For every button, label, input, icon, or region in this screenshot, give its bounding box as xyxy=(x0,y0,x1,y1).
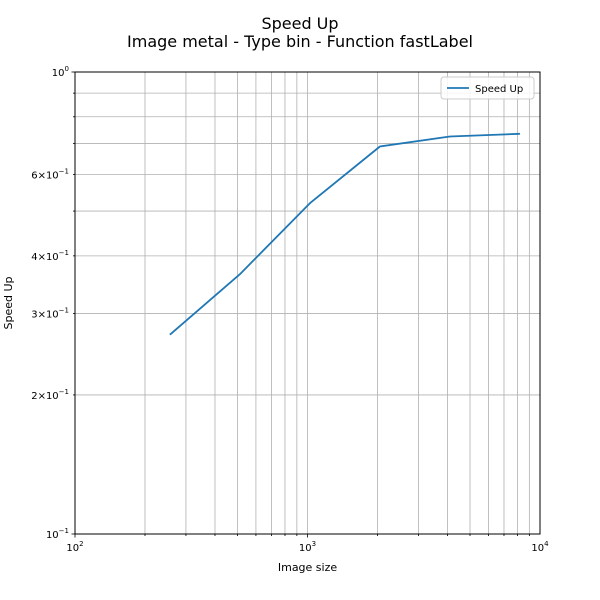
y-tick-label: 3×10−1 xyxy=(31,307,69,321)
y-tick-label: 100 xyxy=(52,65,69,79)
x-tick-label: 104 xyxy=(531,540,549,554)
chart-subtitle: Image metal - Type bin - Function fastLa… xyxy=(127,32,473,51)
y-tick-label: 4×10−1 xyxy=(31,249,69,263)
x-axis-label: Image size xyxy=(278,561,338,574)
legend: Speed Up xyxy=(440,76,535,100)
series-layer xyxy=(169,132,520,336)
y-axis-label: Speed Up xyxy=(2,276,15,329)
y-tick-label: 10−1 xyxy=(46,527,69,541)
x-tick-label: 103 xyxy=(299,540,316,554)
x-tick-label: 102 xyxy=(66,540,83,554)
legend-box xyxy=(440,76,535,100)
series-line xyxy=(169,132,520,336)
legend-label: Speed Up xyxy=(475,84,523,95)
tick-layer: 102 103 104 10−1 2×10−1 3×10−1 4×10−1 6×10−1 100 xyxy=(31,65,549,554)
grid-layer xyxy=(74,72,540,535)
chart-title: Speed Up xyxy=(261,14,339,33)
y-tick-label: 6×10−1 xyxy=(31,167,69,181)
y-tick-label: 2×10−1 xyxy=(31,388,69,402)
